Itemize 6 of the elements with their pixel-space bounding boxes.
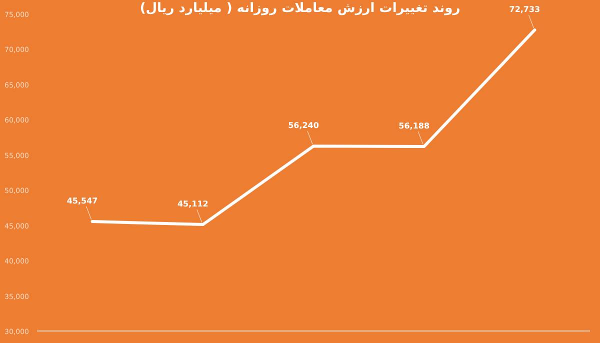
data-label: 72,733 [509,4,540,14]
data-label: 56,240 [288,121,320,130]
data-label: 56,188 [398,122,430,131]
title: روند تغییرات ارزش معاملات روزانه ( میلیارد ریال) [140,1,460,16]
data-label: 45,547 [66,196,98,206]
data-label: 45,112 [177,200,208,209]
